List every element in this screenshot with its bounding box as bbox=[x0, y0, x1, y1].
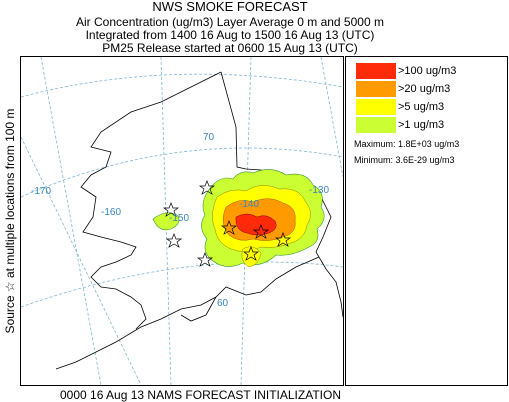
legend-label: >1 ug/m3 bbox=[398, 119, 445, 131]
map-panel: -170 -160 -150 -140 -130 70 60 bbox=[20, 56, 344, 386]
legend-swatch-20 bbox=[356, 81, 396, 97]
lon-label: -160 bbox=[101, 207, 121, 218]
lat-label: 60 bbox=[217, 298, 229, 309]
lon-label: -170 bbox=[31, 186, 51, 197]
legend-swatch-100 bbox=[356, 63, 396, 79]
legend-swatch-5 bbox=[356, 99, 396, 115]
lon-label: -150 bbox=[169, 213, 189, 224]
plume-west-patch bbox=[152, 212, 180, 231]
legend-label: >20 ug/m3 bbox=[398, 83, 451, 95]
concentration-subtitle: Air Concentration (ug/m3) Layer Average … bbox=[76, 15, 384, 29]
legend-label: >5 ug/m3 bbox=[398, 101, 445, 113]
map-title: NWS SMOKE FORECAST bbox=[152, 0, 308, 14]
integration-period: Integrated from 1400 16 Aug to 1500 16 A… bbox=[85, 28, 375, 42]
maximum-value: Maximum: 1.8E+03 ug/m3 bbox=[354, 139, 460, 149]
lat-label: 70 bbox=[203, 132, 215, 143]
graticule bbox=[21, 57, 343, 385]
legend-panel: >100 ug/m3 >20 ug/m3 >5 ug/m3 >1 ug/m3 M… bbox=[345, 56, 508, 386]
alaska-map: -170 -160 -150 -140 -130 70 60 bbox=[21, 57, 343, 385]
legend-label: >100 ug/m3 bbox=[398, 65, 457, 77]
lon-label: -130 bbox=[309, 185, 329, 196]
source-markers bbox=[162, 180, 292, 267]
legend-swatch-1 bbox=[356, 117, 396, 133]
minimum-value: Minimum: 3.6E-29 ug/m3 bbox=[354, 155, 455, 165]
lon-label: -140 bbox=[239, 199, 259, 210]
source-side-label: Source ☆ at multiple locations from 100 … bbox=[3, 108, 17, 334]
release-info: PM25 Release started at 0600 15 Aug 13 (… bbox=[102, 41, 358, 55]
forecast-footer: 0000 16 Aug 13 NAMS FORECAST INITIALIZAT… bbox=[60, 388, 341, 402]
